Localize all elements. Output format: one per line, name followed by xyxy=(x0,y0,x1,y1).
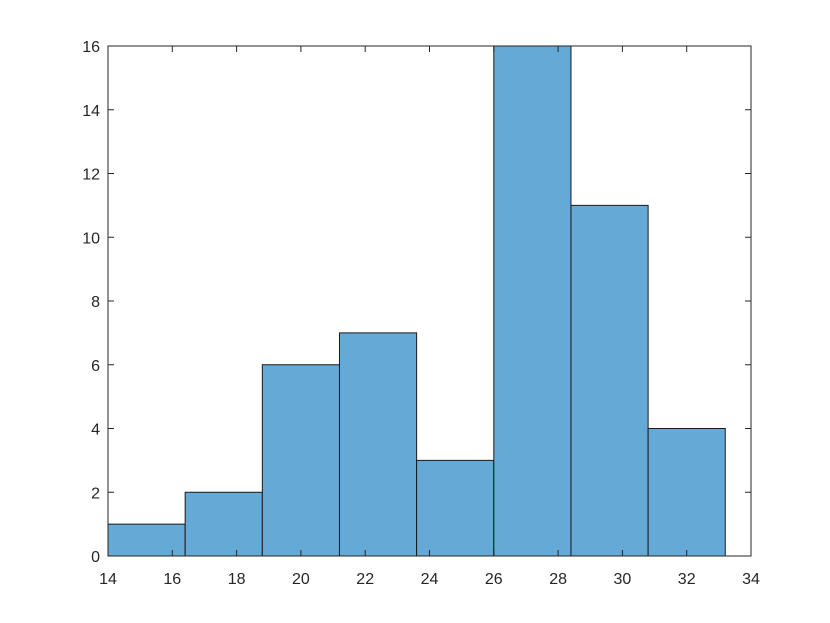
x-tick-label-0: 14 xyxy=(99,571,117,588)
x-axis-ticks: 14 16 18 20 22 24 26 28 30 32 34 xyxy=(99,46,760,588)
y-axis-ticks: 0 2 4 6 8 10 12 14 16 xyxy=(82,39,751,566)
x-tick-label-8: 30 xyxy=(614,571,632,588)
x-tick-label-6: 26 xyxy=(485,571,503,588)
y-tick-label-4: 8 xyxy=(91,294,100,311)
x-tick-label-2: 18 xyxy=(228,571,246,588)
y-tick-label-1: 2 xyxy=(91,485,100,502)
y-tick-label-3: 6 xyxy=(91,358,100,375)
x-tick-label-1: 16 xyxy=(163,571,181,588)
x-tick-label-7: 28 xyxy=(549,571,567,588)
histogram-bar-6 xyxy=(570,204,649,557)
histogram-bar-5 xyxy=(493,45,572,557)
y-tick-label-5: 10 xyxy=(82,230,100,247)
x-tick-label-9: 32 xyxy=(678,571,696,588)
y-tick-label-8: 16 xyxy=(82,39,100,56)
histogram-bar-2 xyxy=(261,364,340,557)
y-tick-label-2: 4 xyxy=(91,422,100,439)
histogram-bar-3 xyxy=(338,332,418,557)
x-tick-label-4: 22 xyxy=(356,571,374,588)
x-tick-label-3: 20 xyxy=(292,571,310,588)
y-tick-label-7: 14 xyxy=(82,103,100,120)
x-tick-label-5: 24 xyxy=(421,571,439,588)
histogram-bar-1 xyxy=(184,491,263,557)
y-tick-label-6: 12 xyxy=(82,167,100,184)
y-tick-label-0: 0 xyxy=(91,549,100,566)
x-tick-label-10: 34 xyxy=(742,571,760,588)
histogram-bar-4 xyxy=(416,459,495,557)
histogram-bar-0 xyxy=(107,523,186,557)
bars-group xyxy=(107,45,726,557)
histogram-bar-7 xyxy=(647,428,726,557)
